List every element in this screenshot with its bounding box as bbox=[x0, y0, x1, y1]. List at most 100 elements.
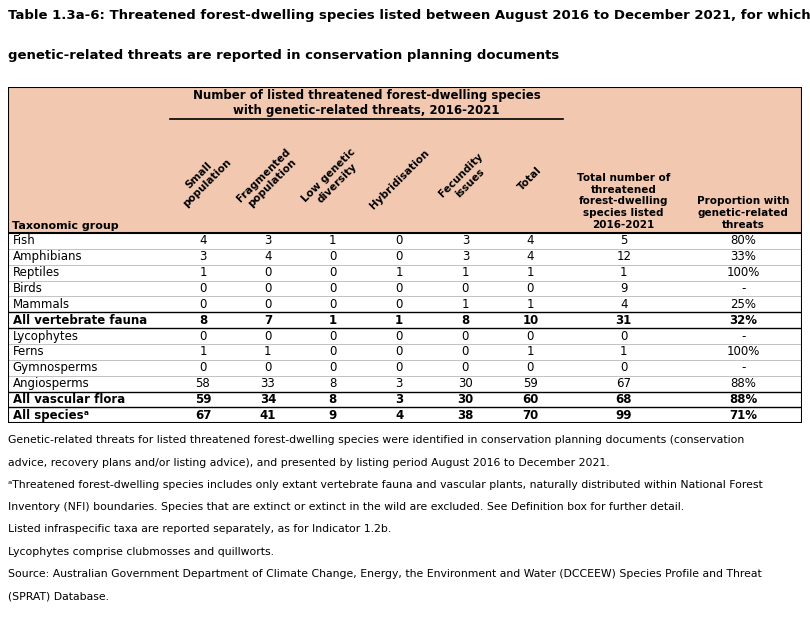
Text: Low genetic
diversity: Low genetic diversity bbox=[300, 146, 365, 212]
Text: 3: 3 bbox=[395, 377, 403, 390]
Text: 0: 0 bbox=[462, 330, 469, 342]
Text: 0: 0 bbox=[199, 330, 207, 342]
Text: 1: 1 bbox=[329, 314, 337, 327]
Text: 67: 67 bbox=[616, 377, 631, 390]
Text: All vertebrate fauna: All vertebrate fauna bbox=[13, 314, 147, 327]
Text: 0: 0 bbox=[329, 361, 336, 374]
Text: Gymnosperms: Gymnosperms bbox=[13, 361, 98, 374]
Text: 12: 12 bbox=[616, 250, 631, 263]
Text: (SPRAT) Database.: (SPRAT) Database. bbox=[8, 591, 109, 601]
Text: 0: 0 bbox=[329, 330, 336, 342]
Text: Angiosperms: Angiosperms bbox=[13, 377, 90, 390]
Text: Fish: Fish bbox=[13, 234, 36, 248]
Text: Number of listed threatened forest-dwelling species
with genetic-related threats: Number of listed threatened forest-dwell… bbox=[193, 88, 540, 117]
Text: Ferns: Ferns bbox=[13, 345, 45, 359]
Text: -: - bbox=[741, 361, 745, 374]
Text: 3: 3 bbox=[199, 250, 207, 263]
Text: All vascular flora: All vascular flora bbox=[13, 393, 125, 406]
Text: 0: 0 bbox=[329, 250, 336, 263]
Text: 58: 58 bbox=[195, 377, 211, 390]
Bar bbox=[8, 280, 802, 297]
Text: 10: 10 bbox=[522, 314, 539, 327]
Text: 0: 0 bbox=[462, 345, 469, 359]
Text: 1: 1 bbox=[526, 266, 534, 279]
Bar bbox=[8, 408, 802, 423]
Text: 8: 8 bbox=[198, 314, 207, 327]
Text: 60: 60 bbox=[522, 393, 539, 406]
Text: 0: 0 bbox=[199, 298, 207, 311]
Text: Mammals: Mammals bbox=[13, 298, 70, 311]
Text: 1: 1 bbox=[526, 345, 534, 359]
Text: 1: 1 bbox=[620, 266, 628, 279]
Text: Genetic-related threats for listed threatened forest-dwelling species were ident: Genetic-related threats for listed threa… bbox=[8, 435, 744, 445]
Text: 4: 4 bbox=[199, 234, 207, 248]
Text: 88%: 88% bbox=[729, 393, 757, 406]
Text: 4: 4 bbox=[526, 234, 534, 248]
Text: Total: Total bbox=[517, 166, 544, 193]
Text: 1: 1 bbox=[199, 266, 207, 279]
Text: 1: 1 bbox=[329, 234, 337, 248]
Text: ᵃThreatened forest-dwelling species includes only extant vertebrate fauna and va: ᵃThreatened forest-dwelling species incl… bbox=[8, 480, 763, 490]
Text: 0: 0 bbox=[199, 361, 207, 374]
Text: 3: 3 bbox=[264, 234, 271, 248]
Text: 70: 70 bbox=[522, 409, 539, 422]
Text: 1: 1 bbox=[462, 266, 469, 279]
Text: Lycophytes comprise clubmosses and quillworts.: Lycophytes comprise clubmosses and quill… bbox=[8, 547, 274, 557]
Text: 0: 0 bbox=[329, 266, 336, 279]
Text: 0: 0 bbox=[395, 345, 403, 359]
Text: 0: 0 bbox=[462, 361, 469, 374]
Text: 30: 30 bbox=[458, 377, 473, 390]
Text: 0: 0 bbox=[395, 298, 403, 311]
Text: Small
population: Small population bbox=[173, 149, 233, 209]
Text: 0: 0 bbox=[329, 282, 336, 295]
Bar bbox=[8, 344, 802, 360]
Text: -: - bbox=[741, 330, 745, 342]
Text: advice, recovery plans and/or listing advice), and presented by listing period A: advice, recovery plans and/or listing ad… bbox=[8, 458, 610, 468]
Text: Fragmented
population: Fragmented population bbox=[235, 146, 301, 212]
Text: 80%: 80% bbox=[731, 234, 757, 248]
Text: Amphibians: Amphibians bbox=[13, 250, 83, 263]
Bar bbox=[8, 249, 802, 265]
Text: 30: 30 bbox=[458, 393, 474, 406]
Text: 1: 1 bbox=[462, 298, 469, 311]
Text: Listed infraspecific taxa are reported separately, as for Indicator 1.2b.: Listed infraspecific taxa are reported s… bbox=[8, 524, 391, 534]
Bar bbox=[8, 297, 802, 312]
Text: 0: 0 bbox=[264, 266, 271, 279]
Text: 38: 38 bbox=[458, 409, 474, 422]
Bar bbox=[8, 233, 802, 249]
Text: 8: 8 bbox=[329, 393, 337, 406]
Bar bbox=[8, 376, 802, 391]
Text: 0: 0 bbox=[395, 282, 403, 295]
Text: 59: 59 bbox=[523, 377, 538, 390]
Text: 100%: 100% bbox=[727, 345, 760, 359]
Text: 3: 3 bbox=[462, 234, 469, 248]
Text: 1: 1 bbox=[620, 345, 628, 359]
Text: genetic-related threats are reported in conservation planning documents: genetic-related threats are reported in … bbox=[8, 49, 560, 62]
Text: 33: 33 bbox=[261, 377, 275, 390]
Text: 68: 68 bbox=[616, 393, 632, 406]
Bar bbox=[8, 360, 802, 376]
Text: Inventory (NFI) boundaries. Species that are extinct or extinct in the wild are : Inventory (NFI) boundaries. Species that… bbox=[8, 502, 684, 512]
Text: 8: 8 bbox=[462, 314, 470, 327]
Text: 0: 0 bbox=[526, 282, 534, 295]
Text: 0: 0 bbox=[264, 282, 271, 295]
Text: Source: Australian Government Department of Climate Change, Energy, the Environm: Source: Australian Government Department… bbox=[8, 569, 762, 579]
Text: 9: 9 bbox=[329, 409, 337, 422]
Text: 34: 34 bbox=[260, 393, 276, 406]
Text: Fecundity
issues: Fecundity issues bbox=[437, 151, 493, 207]
Bar bbox=[8, 265, 802, 280]
Text: 4: 4 bbox=[395, 409, 403, 422]
Text: 0: 0 bbox=[199, 282, 207, 295]
Text: 8: 8 bbox=[329, 377, 336, 390]
Text: Hybridisation: Hybridisation bbox=[368, 147, 431, 211]
Text: 0: 0 bbox=[329, 345, 336, 359]
Text: 0: 0 bbox=[620, 361, 628, 374]
Text: 67: 67 bbox=[194, 409, 211, 422]
Text: Proportion with
genetic-related
threats: Proportion with genetic-related threats bbox=[697, 196, 790, 229]
Text: 0: 0 bbox=[620, 330, 628, 342]
Text: Table 1.3a-6: Threatened forest-dwelling species listed between August 2016 to D: Table 1.3a-6: Threatened forest-dwelling… bbox=[8, 9, 810, 23]
Text: 0: 0 bbox=[526, 361, 534, 374]
Text: 9: 9 bbox=[620, 282, 628, 295]
Text: All speciesᵃ: All speciesᵃ bbox=[13, 409, 89, 422]
Text: 99: 99 bbox=[616, 409, 632, 422]
